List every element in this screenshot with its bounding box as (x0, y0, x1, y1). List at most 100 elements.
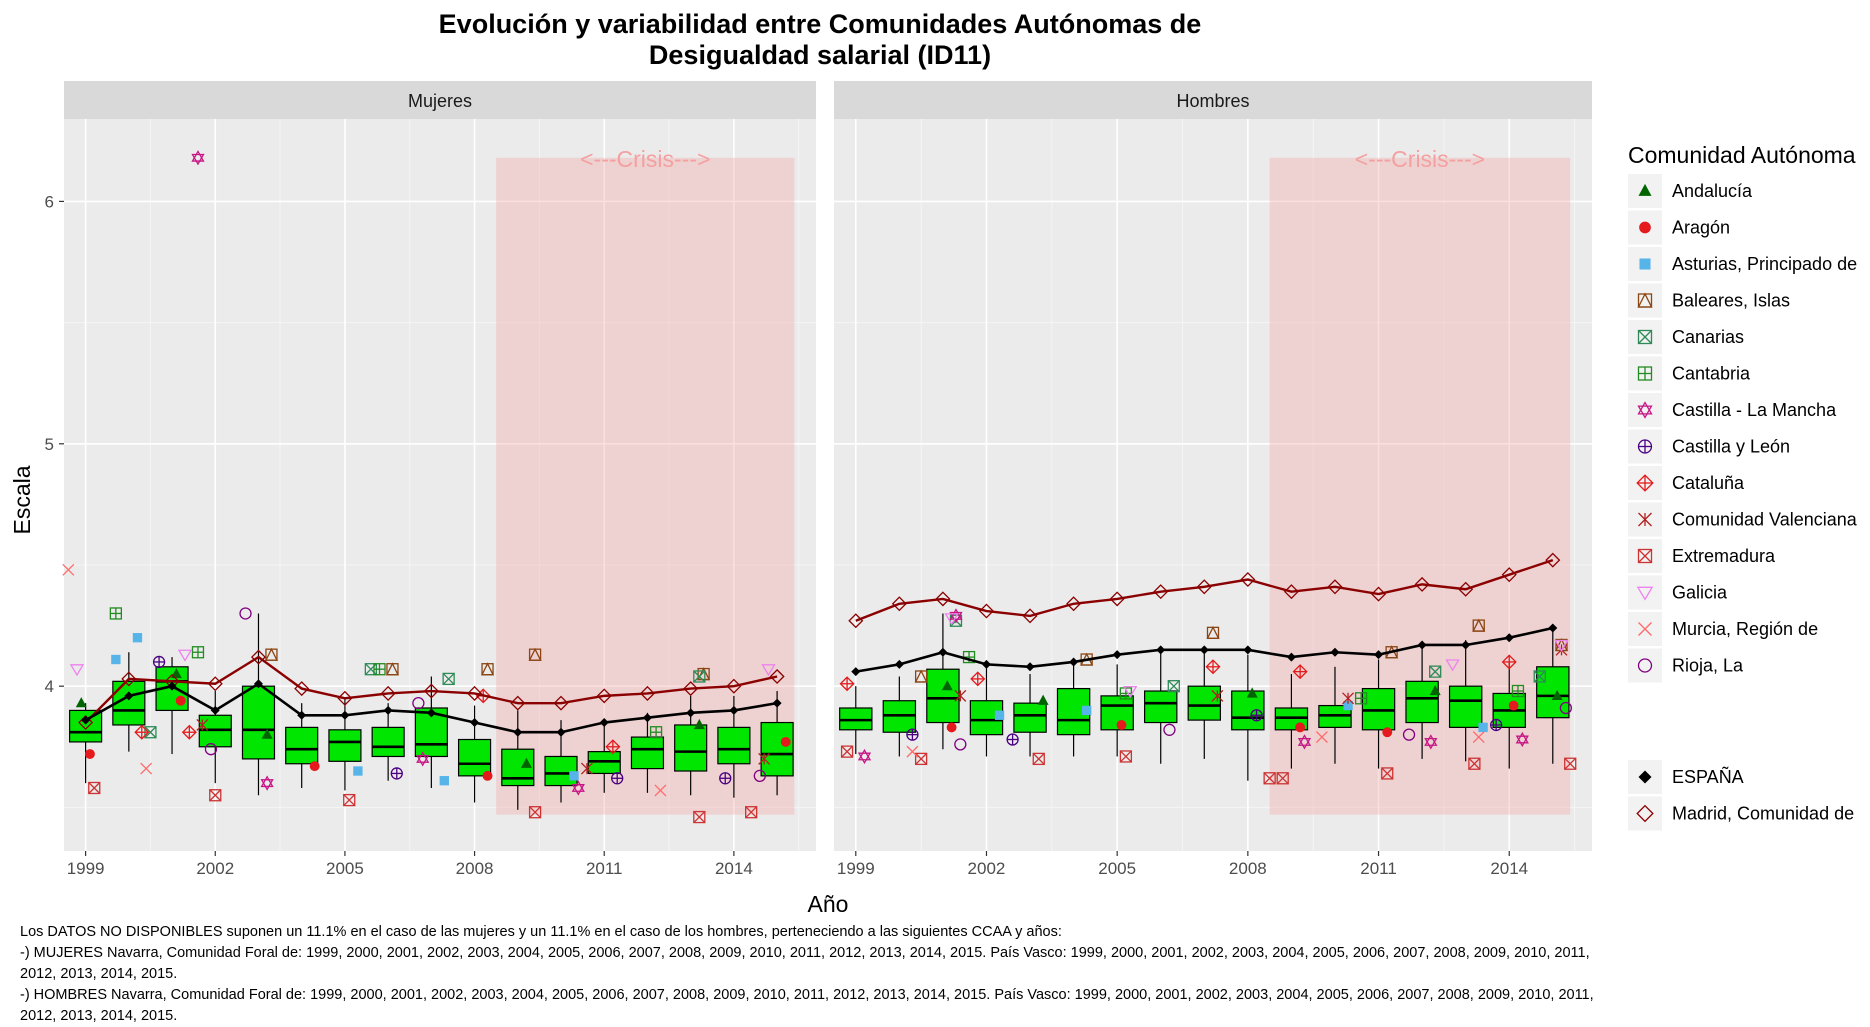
point-hombres-32 (1515, 731, 1529, 748)
point-hombres-36 (1490, 718, 1503, 732)
box-mujeres-2002 (198, 691, 232, 784)
point-hombres-42 (954, 689, 967, 702)
espana-marker-hombres-2013 (1461, 640, 1471, 650)
madrid-marker-hombres-2000 (891, 596, 907, 612)
point-mujeres-32 (152, 655, 166, 669)
strip-label-hombres: Hombres (1176, 91, 1249, 111)
espana-marker-hombres-2004 (1069, 657, 1079, 667)
lines-hombres (848, 552, 1561, 677)
point-mujeres-0 (75, 697, 87, 708)
strip-hombres (834, 81, 1592, 119)
box-mujeres-2011 (587, 722, 621, 793)
madrid-marker-hombres-2010 (1327, 579, 1343, 595)
point-hombres-18 (1472, 618, 1486, 632)
espana-marker-mujeres-2004 (297, 710, 307, 720)
x-tick-label-hombres: 1999 (837, 859, 875, 878)
point-hombres-51 (1276, 772, 1289, 785)
boxplot-chart: Evolución y variabilidad entre Comunidad… (9, 9, 1858, 917)
legend-symbol (1639, 258, 1651, 270)
espana-marker-mujeres-1999 (81, 715, 91, 725)
espana-marker-hombres-2008 (1243, 645, 1253, 655)
point-mujeres-22 (693, 670, 706, 683)
point-mujeres-52 (62, 563, 75, 576)
point-mujeres-10 (132, 633, 143, 643)
madrid-marker-hombres-2013 (1458, 581, 1474, 597)
legend-title: Comunidad Autónoma (1628, 142, 1856, 168)
legend-item-5: Cantabria (1628, 356, 1751, 391)
madrid-marker-mujeres-2003 (250, 649, 267, 665)
point-hombres-60 (1315, 731, 1328, 744)
point-hombres-28 (857, 748, 872, 765)
x-tick-label-hombres: 2008 (1229, 859, 1267, 878)
point-hombres-5 (946, 722, 957, 733)
point-mujeres-11 (111, 654, 121, 665)
madrid-marker-mujeres-2002 (207, 676, 223, 692)
point-mujeres-9 (780, 736, 791, 747)
madrid-marker-mujeres-2009 (510, 695, 526, 711)
legend-symbol (1637, 548, 1653, 564)
point-hombres-14 (914, 669, 928, 683)
madrid-marker-hombres-2014 (1501, 567, 1517, 583)
y-axis-title: Escala (9, 465, 35, 534)
x-tick-label-hombres: 2002 (968, 859, 1006, 878)
chart-title-line-1: Evolución y variabilidad entre Comunidad… (439, 9, 1202, 39)
point-hombres-16 (1206, 625, 1220, 640)
espana-marker-mujeres-2001 (167, 681, 177, 691)
point-mujeres-33 (390, 767, 403, 780)
legend-label: ESPAÑA (1672, 766, 1744, 787)
points-hombres (839, 608, 1577, 785)
espana-marker-hombres-2002 (981, 659, 991, 669)
point-mujeres-53 (140, 762, 153, 775)
lines-mujeres (78, 649, 785, 737)
espana-marker-mujeres-2008 (470, 718, 480, 728)
legend-symbol (1639, 221, 1651, 234)
legend-label: Baleares, Islas (1672, 291, 1790, 311)
espana-marker-hombres-2005 (1112, 650, 1122, 660)
point-hombres-43 (1211, 689, 1224, 702)
x-axis-title: Año (808, 891, 849, 917)
point-mujeres-45 (343, 793, 356, 807)
y-tick-label: 6 (45, 192, 54, 211)
legend-item-4: Canarias (1628, 320, 1744, 354)
legend-item-13: Rioja, La (1628, 648, 1744, 683)
madrid-marker-mujeres-2006 (380, 685, 396, 701)
point-mujeres-8 (482, 770, 493, 781)
box-hombres-2013 (1448, 640, 1483, 762)
madrid-marker-hombres-1999 (848, 613, 864, 629)
point-hombres-33 (906, 728, 919, 741)
legend-label: Galicia (1672, 583, 1728, 603)
box-mujeres-2014 (717, 695, 751, 798)
box-mujeres-2005 (328, 698, 362, 791)
madrid-marker-mujeres-2011 (596, 688, 612, 704)
madrid-marker-hombres-2001 (935, 591, 951, 607)
y-axis-ticks: 4 5 6 (45, 192, 64, 696)
box-hombres-2015 (1536, 628, 1570, 764)
legend-symbol (1638, 622, 1652, 636)
box-hombres-2000 (882, 676, 917, 757)
point-hombres-63 (1163, 723, 1176, 736)
legend-item-8: Cataluña (1628, 466, 1745, 500)
point-mujeres-57 (412, 696, 425, 710)
point-mujeres-51 (761, 664, 776, 677)
madrid-line-mujeres (84, 655, 778, 724)
point-mujeres-14 (569, 771, 579, 781)
legend-item-7: Castilla y León (1628, 429, 1790, 464)
point-mujeres-3 (520, 757, 532, 768)
point-mujeres-35 (719, 772, 732, 785)
madrid-marker-mujeres-1999 (78, 715, 94, 731)
point-mujeres-50 (177, 649, 193, 662)
point-hombres-46 (840, 745, 854, 758)
espana-marker-hombres-2003 (1025, 662, 1035, 672)
point-hombres-47 (914, 752, 928, 766)
point-hombres-30 (1297, 734, 1312, 750)
legend-item-0: Andalucía (1628, 174, 1753, 208)
points-mujeres (62, 150, 791, 824)
strip-label-mujeres: Mujeres (408, 91, 472, 111)
legend-label: Andalucía (1672, 181, 1753, 201)
legend-label: Madrid, Comunidad de (1672, 804, 1854, 824)
box-mujeres-2004 (285, 703, 319, 788)
legend-label: Aragón (1672, 218, 1730, 238)
point-hombres-40 (1292, 664, 1308, 680)
espana-marker-hombres-2014 (1504, 633, 1514, 643)
point-mujeres-4 (693, 718, 705, 730)
